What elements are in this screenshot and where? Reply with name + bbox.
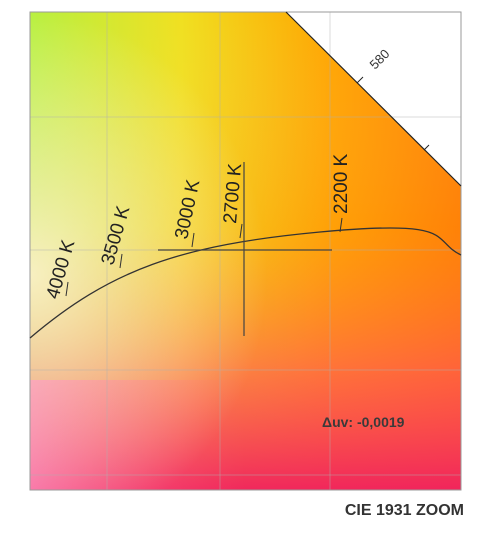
delta-uv-annotation: Δuv: -0,0019 bbox=[322, 414, 405, 430]
chart-title: CIE 1931 ZOOM bbox=[344, 502, 464, 519]
spectral-locus-line bbox=[285, 11, 462, 187]
cct-tick-3 bbox=[239, 223, 243, 239]
spectral-label-580: 580 bbox=[367, 46, 393, 72]
planckian-locus bbox=[29, 227, 462, 339]
cct-tick-0 bbox=[65, 281, 69, 297]
cct-tick-4 bbox=[339, 217, 343, 233]
spectral-tick bbox=[423, 144, 430, 151]
plot-frame bbox=[29, 11, 462, 491]
spectral-tick-580 bbox=[356, 76, 364, 84]
cct-tick-2 bbox=[191, 232, 195, 248]
cct-label-4: 2200 K bbox=[331, 153, 352, 214]
cct-tick-1 bbox=[119, 253, 123, 269]
